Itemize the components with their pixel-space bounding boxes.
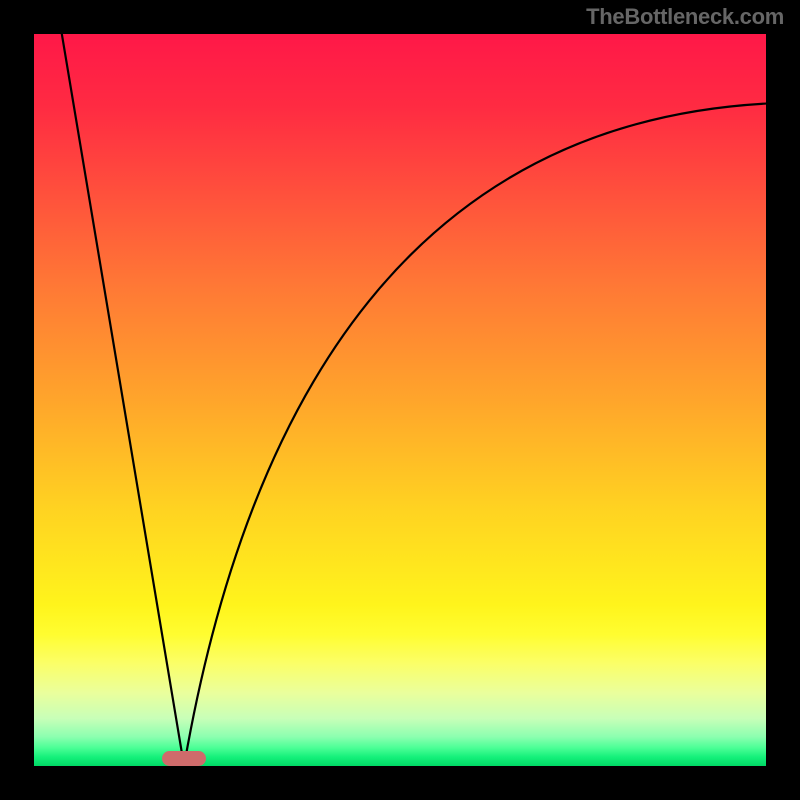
watermark-text: TheBottleneck.com	[586, 4, 784, 30]
plot-area	[34, 34, 766, 766]
minimum-marker	[162, 751, 206, 766]
bottleneck-curve	[34, 34, 766, 766]
chart-frame: TheBottleneck.com	[0, 0, 800, 800]
